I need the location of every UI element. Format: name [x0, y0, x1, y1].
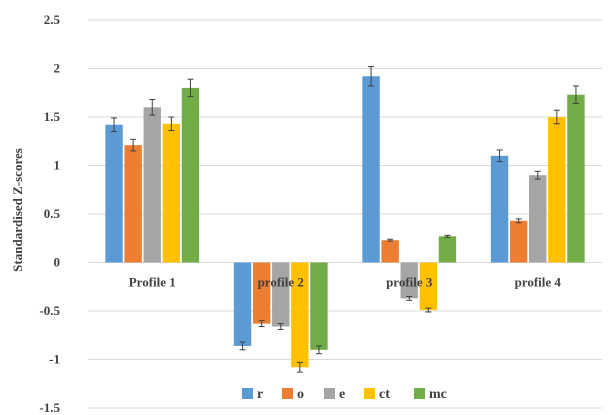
error-bar-r-4: [496, 149, 503, 163]
bar-r-3: [362, 76, 380, 263]
bar-r-4: [490, 155, 509, 263]
legend-label: r: [257, 387, 263, 402]
legend-label: mc: [429, 387, 447, 402]
legend-item-mc: mc: [414, 387, 447, 402]
bar-r-2: [233, 262, 252, 346]
bar-r-1: [105, 124, 123, 263]
y-axis-title: Standardised Z-scores: [10, 148, 25, 272]
bar-o-1: [124, 145, 142, 263]
bar-ct-2: [291, 262, 309, 368]
bar-e-1: [143, 107, 161, 263]
bar-o-2: [252, 262, 271, 324]
category-label: Profile 1: [129, 275, 176, 290]
category-label: profile 4: [515, 275, 562, 290]
legend-item-ct: ct: [364, 387, 390, 402]
legend-item-r: r: [242, 387, 263, 402]
category-labels: Profile 1 profile 2 profile 3 profile 4: [129, 275, 562, 290]
legend-swatch: [242, 388, 253, 399]
bar-o-3: [381, 240, 399, 263]
bar-ct-3: [419, 262, 438, 311]
error-bar-ct-3: [425, 307, 432, 313]
bar-e-4: [529, 175, 547, 263]
legend-label: e: [339, 387, 345, 402]
error-bar-e-2: [277, 323, 284, 330]
error-bar-o-2: [258, 320, 265, 328]
error-bar-e-1: [149, 99, 156, 116]
legend-swatch: [282, 388, 293, 399]
legend: r o e ct mc: [242, 387, 447, 402]
error-bar-mc-3: [444, 234, 451, 238]
legend-swatch: [414, 388, 425, 399]
bar-e-2: [272, 262, 290, 327]
bar-mc-2: [310, 262, 328, 350]
error-bar-o-1: [130, 138, 137, 152]
error-bar-mc-4: [572, 85, 579, 104]
error-bar-ct-4: [553, 109, 560, 125]
y-tick-label: 0: [54, 255, 61, 270]
legend-swatch: [364, 388, 375, 399]
bar-ct-1: [162, 123, 181, 263]
legend-item-o: o: [282, 387, 304, 402]
y-tick-label: 1: [54, 158, 61, 173]
y-axis-tick-labels: 2.5 2 1.5 1 0.5 0 -0.5 -1 -1.5: [39, 12, 60, 415]
bar-mc-3: [438, 236, 457, 263]
legend-label: ct: [379, 387, 390, 402]
error-bar-mc-1: [187, 78, 194, 98]
error-bar-r-1: [111, 117, 118, 133]
legend-item-e: e: [324, 387, 345, 402]
y-tick-label: -1: [49, 352, 60, 367]
bar-e-3: [400, 262, 418, 299]
y-tick-label: 0.5: [44, 206, 61, 221]
error-bar-ct-2: [296, 361, 303, 373]
error-bar-e-4: [534, 170, 541, 180]
error-bar-r-2: [239, 341, 246, 351]
legend-swatch: [324, 388, 335, 399]
bar-ct-4: [548, 117, 566, 263]
legend-label: o: [297, 387, 304, 402]
y-tick-label: -1.5: [39, 400, 60, 415]
y-tick-label: 2: [54, 61, 61, 76]
error-bar-e-3: [406, 295, 413, 301]
y-tick-label: 1.5: [44, 109, 61, 124]
bar-o-4: [509, 220, 528, 263]
error-bar-mc-2: [315, 345, 322, 355]
category-label: profile 2: [258, 275, 304, 290]
bar-mc-1: [181, 87, 200, 263]
y-tick-label: -0.5: [39, 303, 60, 318]
error-bars: [111, 66, 579, 373]
error-bar-o-3: [387, 238, 394, 242]
error-bar-r-3: [368, 66, 375, 87]
category-label: profile 3: [386, 275, 433, 290]
error-bar-o-4: [515, 218, 522, 224]
y-tick-label: 2.5: [44, 12, 61, 27]
bar-mc-4: [567, 94, 585, 263]
error-bar-ct-1: [168, 116, 175, 132]
bars: [105, 76, 585, 368]
